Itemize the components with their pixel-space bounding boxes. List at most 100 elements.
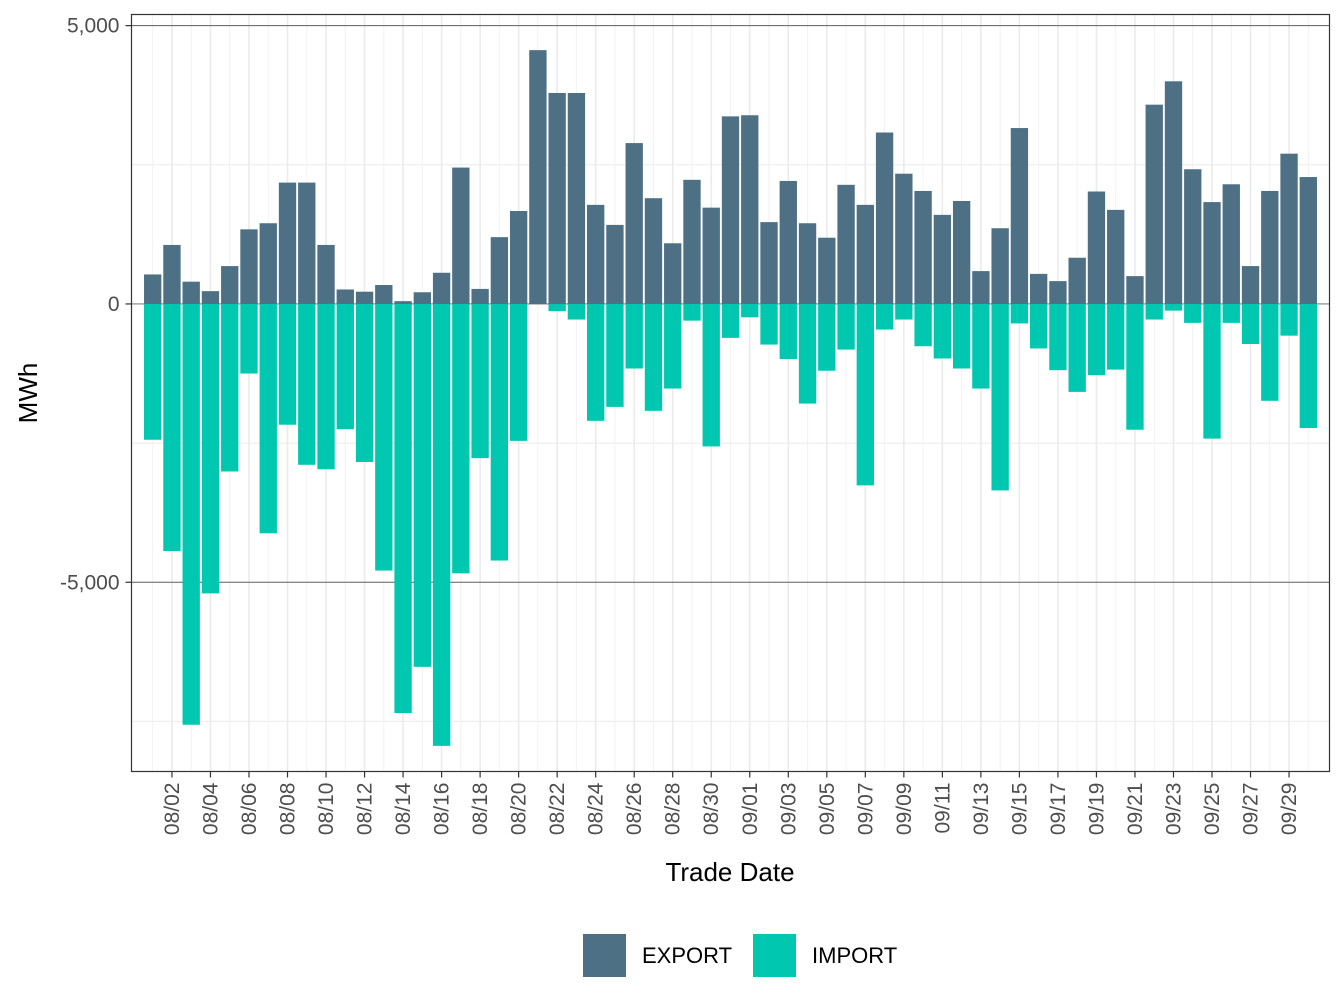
bar-export-09-15 (1010, 128, 1029, 304)
bar-export-08-17 (452, 167, 470, 304)
bar-export-08-31 (721, 116, 740, 304)
legend-swatch-export (583, 934, 626, 977)
bar-import-09-27 (1241, 303, 1260, 345)
bar-export-09-12 (952, 200, 971, 304)
bar-export-08-22 (548, 92, 566, 304)
bar-export-09-14 (991, 228, 1009, 304)
bar-export-08-10 (317, 244, 335, 304)
bar-import-08-15 (413, 303, 431, 667)
x-tick-label: 08/16 (431, 783, 454, 836)
bar-export-09-01 (741, 115, 759, 304)
bar-import-08-29 (683, 303, 701, 321)
bar-import-08-05 (221, 303, 239, 472)
bar-import-09-28 (1261, 303, 1279, 401)
x-tick-label: 09/23 (1162, 783, 1185, 836)
bar-import-09-01 (741, 303, 759, 318)
bar-import-08-31 (721, 303, 740, 338)
x-tick-label: 08/20 (508, 783, 531, 836)
bar-export-08-28 (664, 243, 682, 304)
bar-export-08-20 (509, 210, 528, 304)
x-tick-label: 08/12 (354, 783, 377, 836)
bar-export-09-20 (1107, 209, 1125, 304)
bar-import-09-10 (914, 303, 932, 347)
legend-swatch-import (753, 934, 796, 977)
bar-export-08-16 (432, 272, 451, 304)
bar-import-08-19 (490, 303, 509, 561)
x-tick-label: 09/03 (777, 783, 800, 836)
bar-export-09-02 (760, 222, 778, 304)
bar-export-09-30 (1299, 177, 1317, 304)
bar-export-08-14 (394, 301, 412, 304)
bar-import-09-06 (837, 303, 855, 350)
x-tick-label: 08/10 (315, 783, 338, 836)
bar-export-08-05 (221, 266, 239, 304)
bar-import-08-18 (471, 303, 489, 459)
bar-import-09-22 (1145, 303, 1163, 320)
bar-export-09-08 (875, 132, 894, 304)
bar-export-09-11 (933, 214, 952, 304)
bar-import-08-13 (375, 303, 393, 571)
bar-export-08-25 (606, 224, 624, 304)
plot-panel-border (130, 13, 1331, 773)
bar-export-08-01 (144, 274, 162, 304)
bar-export-08-08 (278, 182, 297, 304)
bar-export-08-15 (413, 292, 431, 304)
x-tick-label: 08/08 (277, 783, 300, 836)
bar-export-09-28 (1261, 190, 1279, 304)
bar-import-09-04 (798, 303, 817, 404)
bar-export-08-29 (683, 179, 701, 304)
bar-export-09-29 (1280, 153, 1298, 304)
bar-import-08-20 (509, 303, 528, 441)
bar-import-08-12 (355, 303, 374, 463)
x-axis: 08/02 08/04 08/06 08/08 08/10 08/12 08/14 08/16… (161, 771, 1301, 836)
bar-export-08-24 (587, 204, 605, 304)
bar-export-08-13 (375, 285, 393, 304)
legend-label-export: EXPORT (642, 943, 732, 968)
bar-import-09-20 (1107, 303, 1125, 370)
bar-export-09-07 (856, 204, 874, 304)
bar-import-08-09 (298, 303, 316, 465)
bar-export-09-22 (1145, 104, 1163, 304)
bar-import-09-16 (1030, 303, 1048, 349)
x-tick-label: 08/06 (238, 783, 261, 836)
x-tick-label: 08/04 (199, 782, 222, 835)
bar-import-09-12 (952, 303, 971, 369)
x-tick-label: 09/11 (931, 783, 954, 834)
bar-export-08-23 (567, 92, 586, 304)
x-tick-label: 08/24 (585, 782, 608, 835)
legend-label-import: IMPORT (812, 943, 897, 968)
bar-import-09-15 (1010, 303, 1029, 324)
bar-export-09-05 (818, 237, 836, 304)
bar-export-08-12 (355, 291, 374, 304)
bar-import-08-26 (625, 303, 643, 369)
legend: EXPORT IMPORT (583, 934, 897, 977)
x-tick-label: 08/22 (546, 783, 569, 836)
bar-import-08-01 (144, 303, 162, 440)
x-tick-label: 09/29 (1278, 783, 1301, 836)
x-tick-label: 09/17 (1047, 783, 1070, 836)
bar-import-08-10 (317, 303, 335, 470)
bar-import-09-18 (1068, 303, 1086, 392)
bar-export-09-10 (914, 190, 932, 304)
bar-export-08-19 (490, 237, 509, 304)
bar-export-09-18 (1068, 257, 1086, 304)
bar-export-09-23 (1164, 81, 1183, 304)
bar-import-09-24 (1184, 303, 1202, 323)
bar-export-09-21 (1126, 276, 1144, 304)
bar-export-08-11 (336, 289, 354, 304)
x-tick-label: 09/27 (1240, 783, 1263, 836)
bar-export-09-04 (798, 223, 817, 304)
bar-import-08-22 (548, 303, 566, 312)
x-tick-label: 08/14 (392, 782, 415, 835)
bar-export-08-27 (644, 198, 663, 304)
bars-group (144, 50, 1317, 746)
x-tick-label: 08/18 (469, 783, 492, 836)
x-tick-label: 09/13 (970, 783, 993, 836)
y-axis-title: MWh (13, 363, 43, 424)
bar-export-09-09 (895, 173, 913, 304)
bar-import-08-06 (240, 303, 258, 374)
bar-import-09-30 (1299, 303, 1317, 429)
bar-export-08-26 (625, 143, 643, 304)
bar-import-08-25 (606, 303, 624, 407)
